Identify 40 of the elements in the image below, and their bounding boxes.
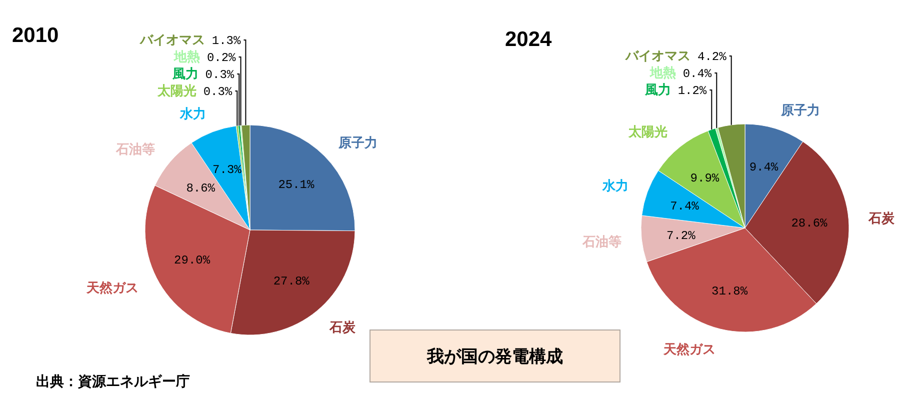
slice-label: 石油等 (582, 234, 622, 250)
caption-box: 我が国の発電構成 (370, 330, 620, 382)
slice-label: 石炭 (868, 210, 896, 226)
data-label: 7.4% (670, 200, 700, 214)
data-label: 31.8% (712, 284, 748, 299)
slice-label: バイオマス (138, 32, 205, 47)
slice-label: 天然ガス (662, 341, 716, 356)
data-label: 29.0% (174, 254, 211, 268)
data-label: 25.1% (278, 178, 316, 192)
slice-label: バイオマス (624, 48, 691, 63)
slice-label: 地熱 (172, 49, 200, 64)
slice-label: 天然ガス (86, 280, 139, 295)
slice-label: 水力 (602, 178, 629, 194)
data-label: 1.2% (678, 84, 708, 98)
data-label: 9.9% (690, 172, 720, 186)
data-label: 8.6% (186, 182, 216, 196)
data-label: 0.2% (206, 51, 237, 65)
slice-label: 太陽光 (156, 83, 196, 98)
source-note: 出典：資源エネルギー庁 (36, 373, 190, 389)
data-label: 0.3% (203, 85, 233, 99)
data-label: 9.4% (749, 160, 779, 174)
data-label: 0.4% (682, 67, 712, 81)
slice-label: 石炭 (328, 320, 356, 335)
chart-title: 2024 (505, 28, 552, 51)
data-label: 27.8% (273, 274, 310, 288)
slice-label: 風力 (171, 66, 198, 81)
slice-label: 石油等 (115, 142, 156, 157)
data-label: 0.3% (205, 68, 235, 82)
data-label: 4.2% (698, 50, 728, 64)
slice-label: 風力 (644, 82, 671, 97)
slice-label: 太陽光 (628, 124, 668, 140)
slice-label: 地熱 (648, 65, 676, 80)
slice-label: 水力 (178, 106, 206, 122)
data-label: 7.2% (666, 228, 696, 243)
data-label: 28.6% (791, 216, 828, 231)
data-label: 1.3% (212, 34, 242, 48)
slice-label: 原子力 (338, 134, 378, 150)
slice-label: 原子力 (780, 102, 820, 118)
chart-title: 2010 (12, 24, 59, 47)
data-label: 7.3% (212, 163, 242, 178)
